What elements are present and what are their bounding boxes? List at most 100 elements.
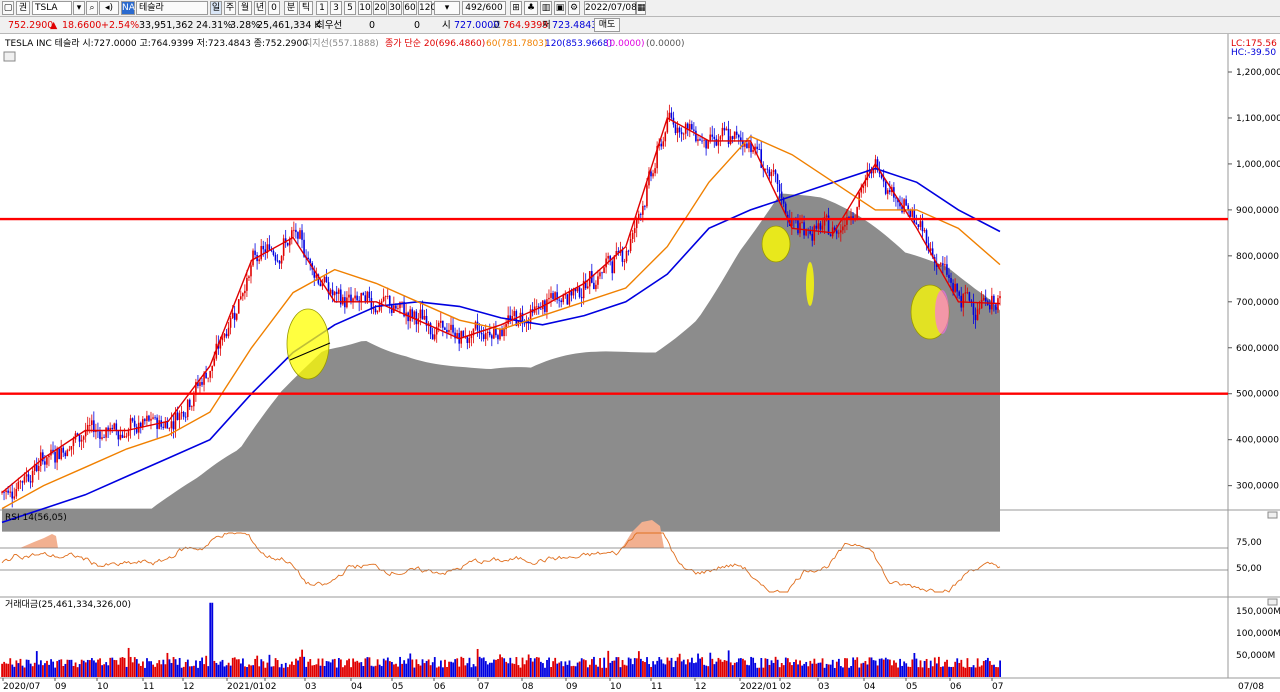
period-minute[interactable]: 분 bbox=[284, 1, 298, 15]
volume-bar bbox=[580, 658, 583, 677]
volume-bar bbox=[872, 660, 875, 677]
minute-step-1[interactable]: 1 bbox=[316, 1, 328, 15]
volume-bar bbox=[921, 667, 924, 677]
minute-step-30[interactable]: 30 bbox=[388, 1, 402, 15]
volume-bar bbox=[986, 657, 989, 677]
volume-bar bbox=[535, 657, 538, 677]
candle-body bbox=[7, 490, 9, 493]
step-dropdown[interactable]: ▾ bbox=[434, 1, 460, 15]
volume-bar bbox=[774, 656, 777, 677]
volume-bar bbox=[513, 663, 516, 677]
minute-step-10[interactable]: 10 bbox=[358, 1, 372, 15]
dropdown-arrow-icon[interactable]: ▾ bbox=[73, 1, 85, 15]
sound-icon[interactable]: ◂) bbox=[99, 1, 119, 15]
volume-bar bbox=[858, 667, 861, 677]
candle-body bbox=[642, 205, 644, 215]
chart-type-icon[interactable]: ▥ bbox=[540, 1, 552, 15]
highlight-ellipse bbox=[761, 225, 791, 263]
candle-body bbox=[760, 149, 763, 168]
candle-body bbox=[629, 239, 632, 251]
candle-body bbox=[952, 282, 954, 293]
trade-button[interactable]: 매도 bbox=[594, 18, 620, 32]
candle-body bbox=[23, 476, 26, 483]
volume-bar bbox=[519, 667, 522, 677]
volume-bar bbox=[350, 667, 352, 677]
volume-bar bbox=[835, 661, 838, 677]
market-button[interactable]: 권 bbox=[16, 1, 30, 15]
volume-collapse-icon[interactable] bbox=[1267, 598, 1278, 606]
volume-bar bbox=[109, 657, 112, 677]
period-zero[interactable]: 0 bbox=[268, 1, 280, 15]
volume-bar bbox=[537, 657, 540, 677]
volume-bar bbox=[52, 661, 55, 677]
candle-body bbox=[713, 136, 716, 139]
volume-bar bbox=[278, 667, 281, 677]
candle-body bbox=[701, 140, 703, 142]
minute-step-20[interactable]: 20 bbox=[373, 1, 387, 15]
period-year[interactable]: 년 bbox=[254, 1, 266, 15]
candle-body bbox=[848, 217, 850, 219]
volume-bar bbox=[666, 657, 669, 677]
search-icon[interactable]: ⌕ bbox=[86, 1, 98, 15]
candle-body bbox=[954, 283, 956, 293]
volume-bar bbox=[56, 661, 59, 677]
volume-bar bbox=[254, 658, 257, 677]
volume-bar bbox=[454, 659, 457, 677]
panel-menu-icon[interactable] bbox=[3, 51, 16, 62]
minute-step-3[interactable]: 3 bbox=[330, 1, 342, 15]
candle-body bbox=[748, 142, 750, 149]
minute-step-5[interactable]: 5 bbox=[344, 1, 356, 15]
compare-icon[interactable]: ⊞ bbox=[510, 1, 522, 15]
rsi-level-75: 75,00 bbox=[1236, 538, 1262, 548]
candle-body bbox=[737, 134, 740, 138]
support-area bbox=[2, 193, 1000, 532]
candle-body bbox=[574, 288, 577, 292]
settings-icon[interactable]: ⚙ bbox=[568, 1, 580, 15]
save-icon[interactable]: ▣ bbox=[554, 1, 566, 15]
candle-body bbox=[105, 427, 107, 438]
volume-bar bbox=[17, 663, 20, 677]
volume-bar bbox=[966, 658, 969, 677]
volume-bar bbox=[401, 663, 404, 677]
volume-bar bbox=[478, 656, 481, 677]
candle-body bbox=[239, 296, 242, 300]
volume-bar bbox=[280, 663, 283, 677]
volume-bar bbox=[788, 662, 791, 677]
calendar-icon[interactable]: ▦ bbox=[636, 1, 646, 15]
volume-bar bbox=[484, 661, 487, 677]
volume-bar bbox=[974, 667, 977, 677]
volume-bar bbox=[570, 666, 573, 677]
period-day[interactable]: 일 bbox=[210, 1, 222, 15]
volume-bar bbox=[603, 657, 606, 677]
rsi-collapse-icon[interactable] bbox=[1267, 511, 1278, 519]
candle-body bbox=[229, 318, 232, 328]
date-field[interactable]: 2022/07/08 bbox=[584, 1, 637, 15]
candle-body bbox=[548, 297, 550, 300]
volume-bar bbox=[886, 659, 889, 677]
candle-body bbox=[178, 413, 181, 420]
period-month[interactable]: 월 bbox=[238, 1, 252, 15]
candle-body bbox=[450, 324, 452, 330]
price-tick-label: 700,0000 bbox=[1236, 298, 1279, 308]
candle-body bbox=[988, 304, 991, 310]
volume-bar bbox=[905, 663, 908, 677]
volume-bar bbox=[60, 659, 63, 677]
volume-bar bbox=[566, 664, 569, 677]
stock-chart[interactable]: 300,0000 400,0000 500,0000 600,0000 700,0000… bbox=[0, 34, 1280, 692]
highlight-ellipse bbox=[935, 290, 949, 334]
candle-body bbox=[966, 292, 969, 293]
volume-bar bbox=[7, 663, 10, 677]
volume-bar bbox=[591, 659, 593, 677]
minute-step-60[interactable]: 60 bbox=[403, 1, 417, 15]
candle-body bbox=[348, 294, 350, 298]
candle-body bbox=[809, 230, 811, 234]
window-menu-icon[interactable]: ▢ bbox=[2, 1, 14, 15]
symbol-input[interactable] bbox=[32, 1, 72, 15]
indicator-icon[interactable]: ♣ bbox=[524, 1, 538, 15]
period-week[interactable]: 주 bbox=[224, 1, 236, 15]
candle-body bbox=[999, 296, 1001, 299]
volume-bar bbox=[160, 664, 163, 677]
volume-bar bbox=[809, 660, 812, 677]
minute-step-120[interactable]: 120 bbox=[418, 1, 437, 15]
period-tick[interactable]: 틱 bbox=[299, 1, 313, 15]
